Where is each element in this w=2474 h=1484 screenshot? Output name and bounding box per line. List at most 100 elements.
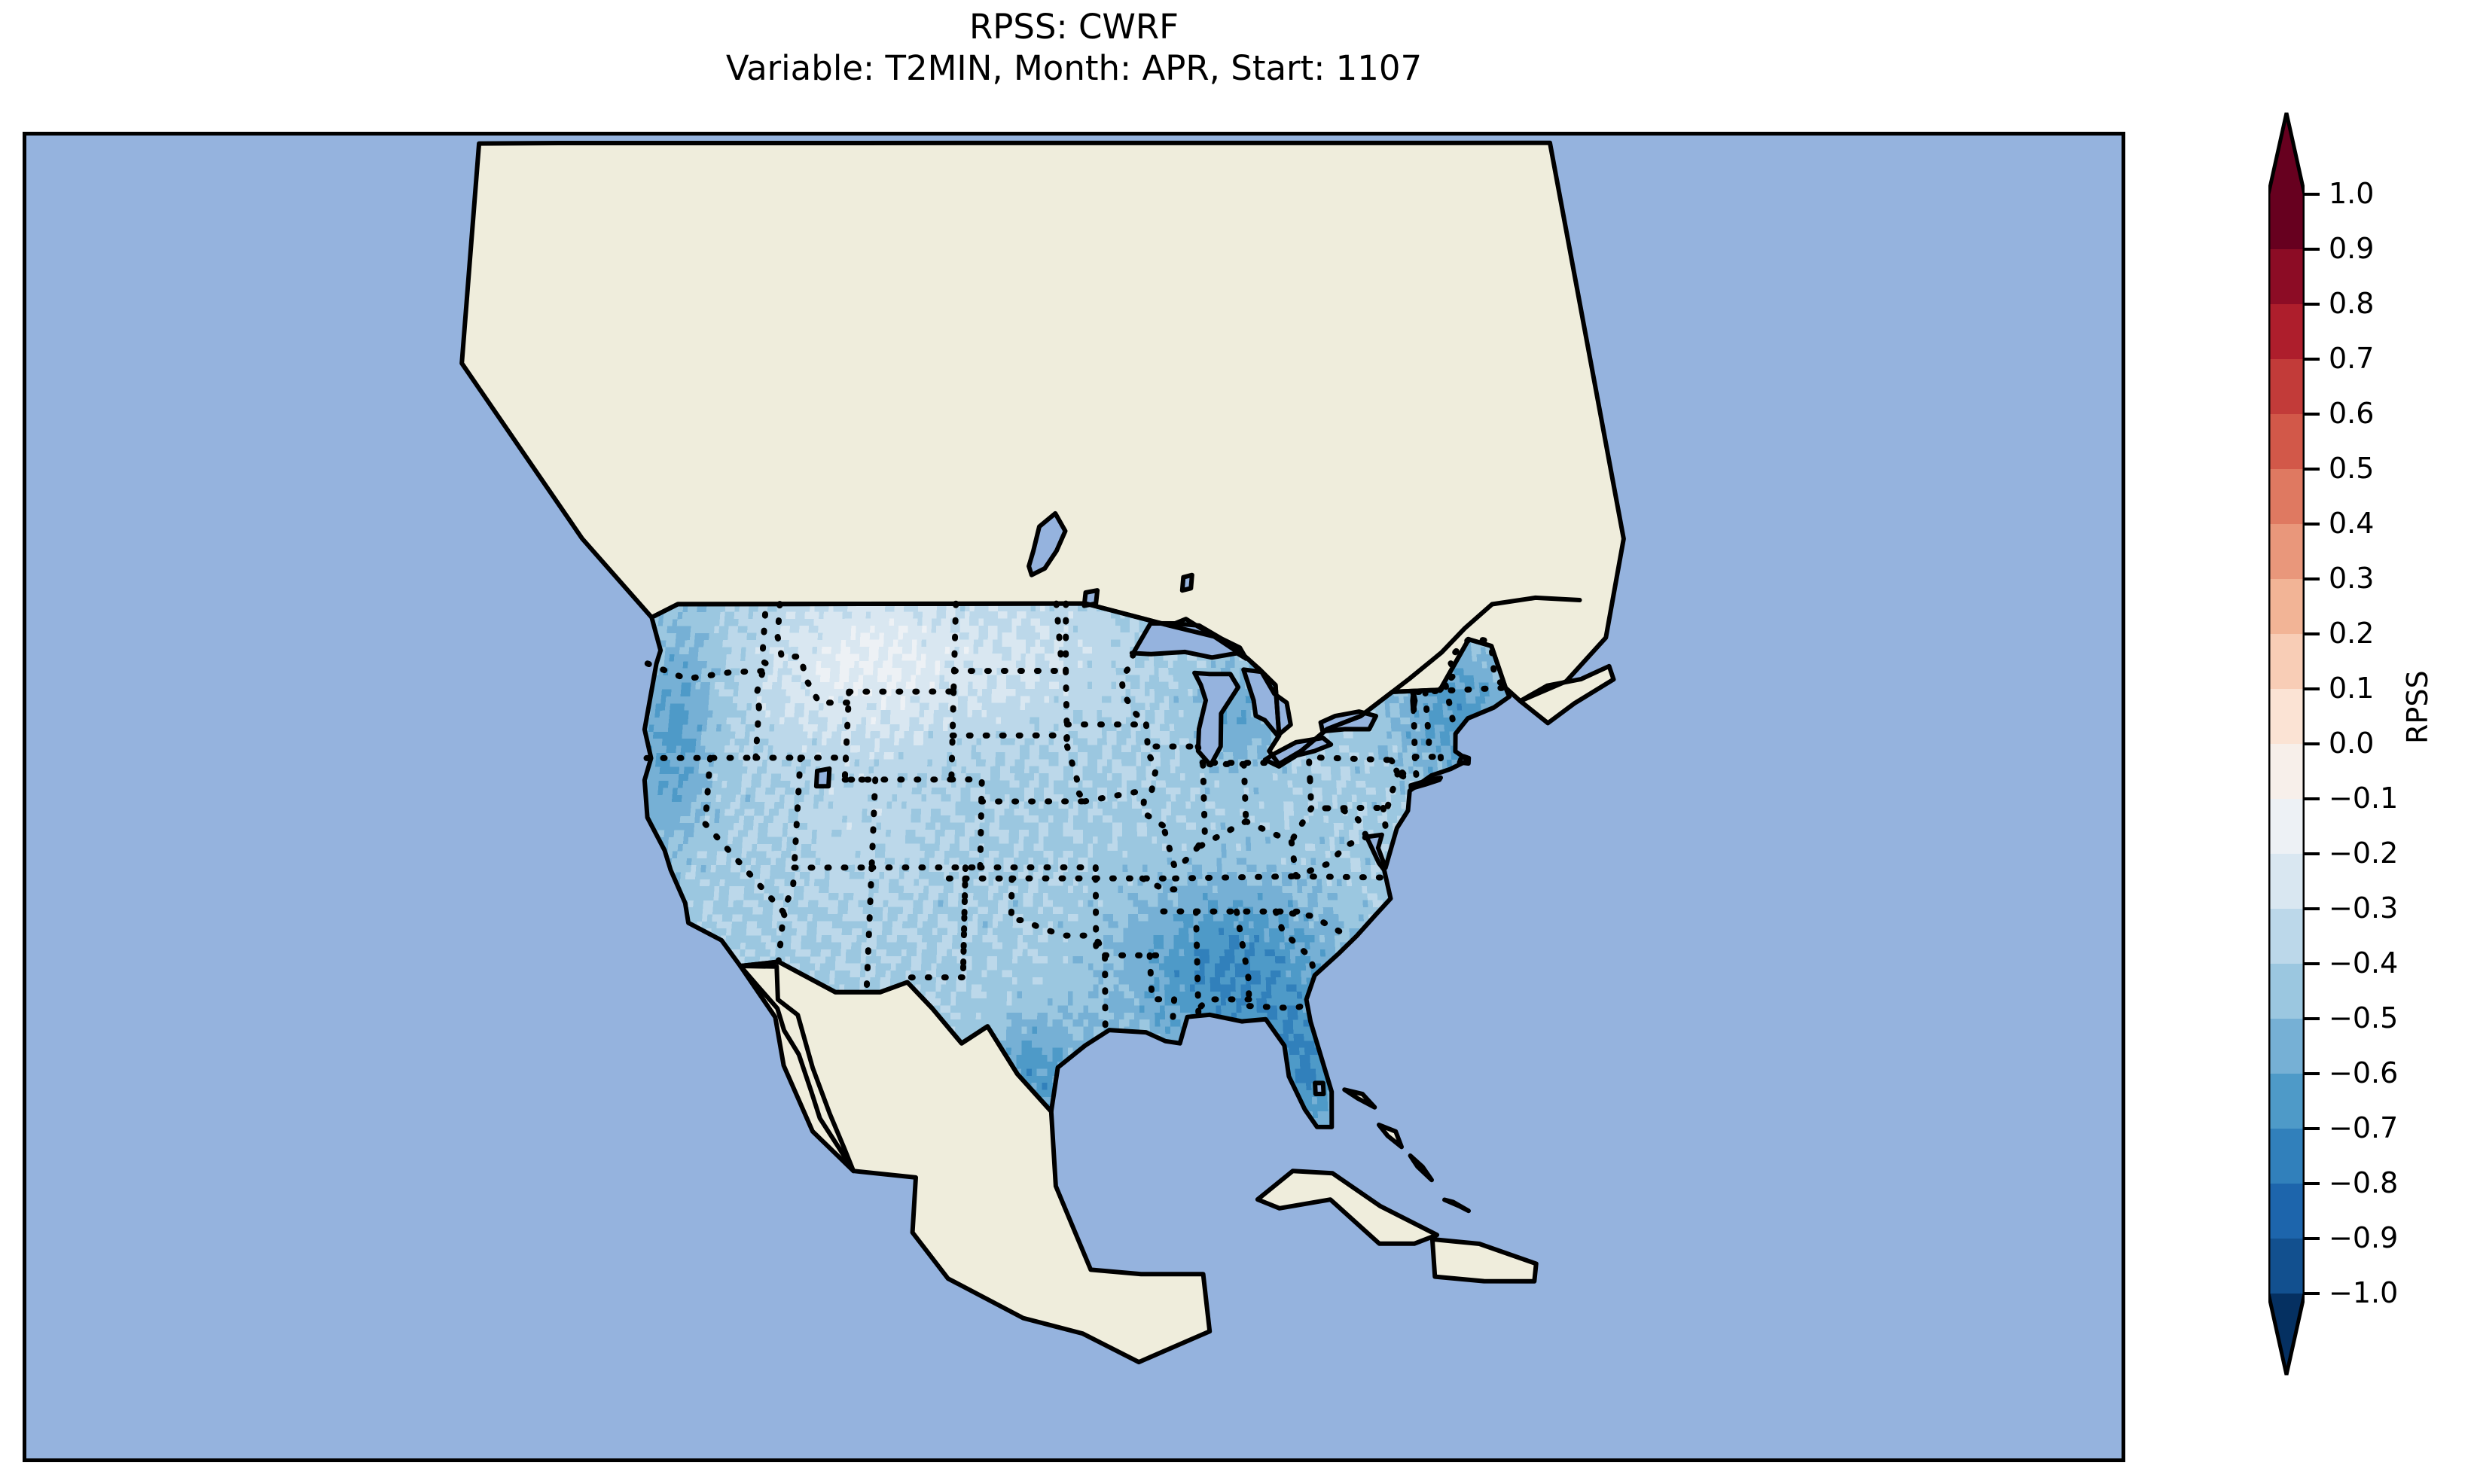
colorbar-tick-label: −0.9 — [2329, 1221, 2399, 1254]
state-border-10 — [775, 864, 798, 965]
state-border-81 — [1414, 684, 1509, 695]
state-border-44 — [1139, 721, 1167, 829]
state-border-30 — [1008, 875, 1102, 946]
colorbar-tick-mark — [2305, 577, 2320, 580]
colorbar-tick-mark — [2305, 468, 2320, 471]
coastline-hispaniola — [1429, 1237, 1539, 1284]
state-border-57 — [1288, 805, 1315, 845]
colorbar-tick-label: −0.3 — [2329, 891, 2399, 925]
colorbar-tick-label: 0.2 — [2329, 617, 2375, 650]
coastline-bahamas-3 — [1442, 1197, 1471, 1214]
coastline-layer — [459, 140, 1626, 1365]
lake-shore-nipigon — [1179, 572, 1194, 593]
lake-shore-michigan — [1192, 670, 1241, 768]
state-border-62 — [1192, 996, 1252, 1016]
state-border-79 — [1410, 689, 1418, 760]
state-border-72 — [1292, 833, 1370, 879]
state-border-41 — [1053, 600, 1066, 673]
colorbar-tick-label: 0.0 — [2329, 727, 2375, 760]
state-border-21 — [901, 875, 969, 986]
colorbar[interactable]: 1.0 0.9 0.8 0.7 0.6 0.5 0.4 0.3 0.2 0.1 0.0 −0.1 −0.… — [2268, 111, 2474, 1376]
map-axes[interactable] — [23, 132, 2125, 1462]
colorbar-tick-mark — [2305, 1237, 2320, 1240]
land-mexico — [740, 961, 1210, 1363]
colorbar-tick-label: 0.6 — [2329, 397, 2375, 430]
colorbar-tick-mark — [2305, 1127, 2320, 1130]
state-border-19 — [948, 776, 985, 871]
colorbar-tick-label: 1.0 — [2329, 177, 2375, 210]
state-border-55 — [1307, 776, 1315, 812]
colorbar-tick-mark — [2305, 632, 2320, 635]
state-border-68 — [1323, 805, 1386, 812]
colorbar-tick-mark — [2305, 1182, 2320, 1185]
state-border-61 — [1234, 908, 1254, 1010]
state-border-43 — [1081, 787, 1148, 805]
lake-shore-erie — [1262, 736, 1334, 769]
land-nova-scotia — [1520, 666, 1614, 724]
colorbar-tick-mark — [2305, 1292, 2320, 1295]
colorbar-tick-label: −0.7 — [2329, 1111, 2399, 1144]
lake-shore-winnipeg — [1027, 510, 1068, 577]
colorbar-tick-mark — [2305, 248, 2320, 251]
state-border-15 — [774, 601, 852, 706]
coastline-bahamas-2 — [1408, 1153, 1434, 1183]
state-border-56 — [1305, 748, 1313, 783]
coastline-baja — [738, 964, 856, 1174]
state-border-76 — [1411, 754, 1420, 783]
colorbar-axis-label: RPSS — [2401, 670, 2434, 744]
colorbar-tick-label: 0.8 — [2329, 287, 2375, 320]
title-line-1: RPSS: CWRF — [969, 7, 1179, 47]
coastline-cape-cod — [1457, 754, 1472, 766]
title-line-2: Variable: T2MIN, Month: APR, Start: 1107 — [725, 48, 1423, 88]
state-border-22 — [959, 864, 969, 981]
state-border-58 — [1172, 873, 1296, 882]
state-border-60 — [1193, 908, 1202, 1018]
colorbar-tick-mark — [2305, 523, 2320, 526]
figure-title: RPSS: CWRF Variable: T2MIN, Month: APR, … — [0, 6, 2148, 89]
state-border-18 — [948, 688, 957, 783]
state-border-6 — [791, 754, 804, 871]
colorbar-gradient[interactable] — [2268, 111, 2305, 1376]
colorbar-tick-mark — [2305, 413, 2320, 416]
colorbar-tick-label: −0.2 — [2329, 836, 2399, 870]
colorbar-tick-label: −0.8 — [2329, 1166, 2399, 1199]
state-border-9 — [863, 864, 875, 995]
state-border-5 — [868, 776, 879, 871]
colorbar-tick-mark — [2305, 852, 2320, 855]
colorbar-tick-label: −0.5 — [2329, 1001, 2399, 1035]
lake-superior — [1131, 623, 1246, 659]
land-baja-california — [740, 966, 854, 1172]
lake-shore-greatsalt — [813, 766, 832, 789]
lake-shore-huron — [1241, 667, 1293, 738]
state-border-78 — [1422, 689, 1432, 760]
state-border-63 — [1246, 1001, 1310, 1012]
colorbar-tick-mark — [2305, 358, 2320, 361]
colorbar-tick-label: 0.5 — [2329, 452, 2375, 485]
colorbar-tick-mark — [2305, 742, 2320, 745]
lake-shore-ontario — [1318, 709, 1378, 734]
lake-winnipeg — [1029, 513, 1066, 575]
state-border-12 — [754, 601, 774, 711]
land-cuba — [1257, 1171, 1438, 1244]
colorbar-tick-label: 0.4 — [2329, 507, 2375, 540]
coastline-mexico — [738, 959, 1213, 1365]
colorbar-swatches — [2268, 112, 2305, 1376]
colorbar-tick-mark — [2305, 1017, 2320, 1020]
colorbar-tick-label: 0.3 — [2329, 562, 2375, 595]
colorbar-tick-mark — [2305, 962, 2320, 965]
state-border-65 — [1272, 908, 1351, 939]
colorbar-tick-label: −0.6 — [2329, 1056, 2399, 1089]
river-st-lawrence — [1390, 595, 1582, 694]
state-border-47 — [1194, 743, 1206, 767]
colorbar-tick-mark — [2305, 687, 2320, 690]
state-border-14 — [644, 660, 766, 682]
colorbar-ticks: 1.0 0.9 0.8 0.7 0.6 0.5 0.4 0.3 0.2 0.1 0.0 −0.1 −0.… — [2305, 111, 2474, 1376]
state-border-45 — [1118, 651, 1149, 728]
coastline-bahamas-1 — [1377, 1123, 1404, 1150]
state-border-64 — [1272, 908, 1318, 979]
colorbar-tick-label: 0.1 — [2329, 672, 2375, 705]
colorbar-tick-label: −0.1 — [2329, 782, 2399, 815]
colorbar-tick-mark — [2305, 193, 2320, 196]
coastline-bahamas-0 — [1342, 1087, 1377, 1110]
